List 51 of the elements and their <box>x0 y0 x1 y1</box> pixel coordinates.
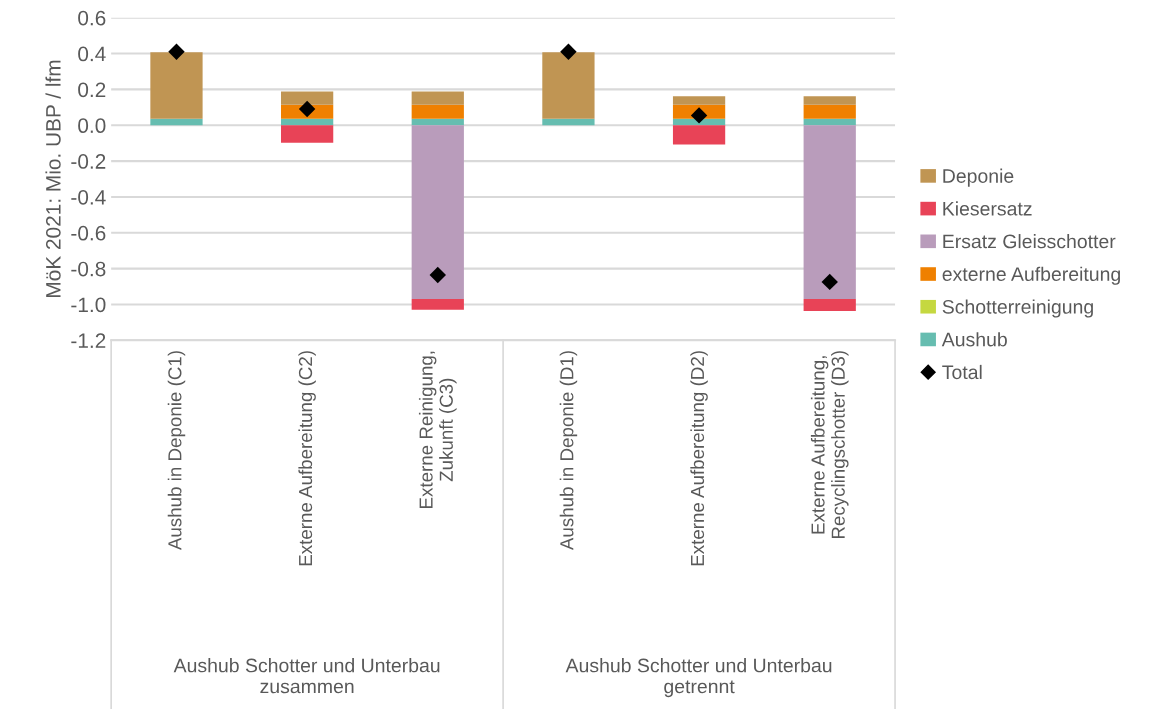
point <box>429 266 446 284</box>
bar <box>542 118 595 126</box>
bar <box>280 125 334 143</box>
legend-label: externe Aufbereitung <box>942 266 1120 285</box>
text: Aushub Schotter und Unterbau zusammen <box>173 658 440 694</box>
text: Aushub Schotter und Unterbau getrennt <box>565 658 832 698</box>
bar <box>411 118 464 126</box>
point <box>821 273 838 291</box>
y-tick-label: 0.2 <box>78 82 106 98</box>
bar <box>150 52 203 119</box>
y-tick-label: 0.4 <box>78 46 106 62</box>
bar <box>411 104 464 119</box>
bar <box>803 118 856 126</box>
legend-label: Deponie <box>943 168 1014 187</box>
y-tick-label: -0.4 <box>71 189 106 205</box>
bar <box>411 299 464 310</box>
bar <box>411 91 464 105</box>
bar <box>280 118 334 126</box>
bar <box>280 91 334 105</box>
bar <box>150 118 203 126</box>
y-tick-label: -0.2 <box>71 154 106 169</box>
legend-label: Ersatz Gleisschotter <box>943 234 1116 249</box>
point <box>560 43 577 60</box>
x-tick-label: Aushub in Deponie (D1) <box>559 351 578 551</box>
bar <box>803 299 856 311</box>
point <box>690 107 708 124</box>
legend-label: Aushub <box>941 332 1007 347</box>
y-tick-label: 0.0 <box>78 118 106 134</box>
y-tick-label: -0.8 <box>71 261 106 277</box>
point <box>168 43 185 60</box>
legend-label: Total <box>942 364 982 380</box>
y-tick-label: 0.6 <box>78 10 106 26</box>
y-axis-title: MöK 2021: Mio. UBP / lfm <box>45 60 61 297</box>
legend-label: Kiesersatz <box>943 201 1032 216</box>
y-tick-label: -1.2 <box>71 333 106 348</box>
legend-label: Schotterreinigung <box>942 299 1093 318</box>
y-tick-label: -0.6 <box>71 225 106 241</box>
x-tick-label: Externe Aufbereitung, Recyclingschotter (D3) <box>810 351 849 539</box>
x-tick-label: Aushub in Deponie (C1) <box>167 351 186 551</box>
y-tick-label: -1.0 <box>71 297 106 313</box>
bar <box>803 104 856 119</box>
bar <box>672 96 726 105</box>
bar <box>803 125 856 300</box>
x-tick-label: Externe Reinigung, Zukunft (C3) <box>418 351 457 508</box>
bar <box>803 96 856 105</box>
x-tick-label: Externe Aufbereitung (C2) <box>298 351 316 566</box>
bar <box>542 52 595 119</box>
bar <box>411 125 464 300</box>
x-tick-label: Externe Aufbereitung (D2) <box>690 351 708 566</box>
bar <box>672 125 726 145</box>
point <box>298 100 316 118</box>
